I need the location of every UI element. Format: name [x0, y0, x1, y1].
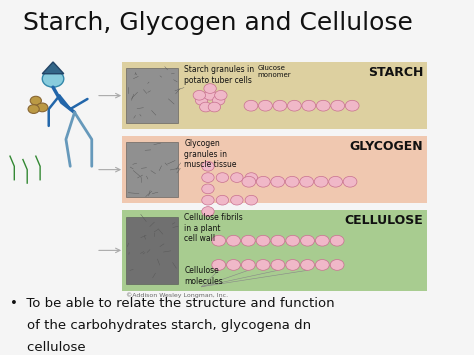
Circle shape [330, 260, 344, 270]
Text: •  To be able to relate the structure and function: • To be able to relate the structure and… [10, 297, 335, 311]
Circle shape [256, 260, 270, 270]
Text: STARCH: STARCH [368, 66, 423, 79]
Circle shape [42, 70, 64, 87]
Circle shape [30, 96, 41, 105]
Text: of the carbohydrates starch, glycogena dn: of the carbohydrates starch, glycogena d… [10, 320, 311, 332]
Circle shape [227, 260, 240, 270]
Circle shape [343, 176, 357, 187]
Circle shape [328, 176, 343, 187]
Text: cellulose: cellulose [10, 341, 86, 354]
Circle shape [216, 195, 228, 205]
Circle shape [202, 173, 214, 182]
Circle shape [212, 260, 226, 270]
Text: Starch, Glycogen and Cellulose: Starch, Glycogen and Cellulose [23, 11, 413, 36]
Circle shape [208, 102, 220, 112]
Circle shape [212, 95, 225, 105]
Circle shape [202, 207, 214, 216]
Circle shape [241, 260, 255, 270]
Circle shape [331, 100, 345, 111]
Circle shape [242, 176, 255, 187]
Circle shape [202, 184, 214, 194]
Circle shape [256, 176, 270, 187]
Text: GLYCOGEN: GLYCOGEN [349, 140, 423, 153]
Bar [122, 62, 428, 129]
Circle shape [315, 260, 329, 270]
Circle shape [314, 176, 328, 187]
Bar [126, 217, 178, 284]
Circle shape [286, 260, 300, 270]
Circle shape [271, 260, 285, 270]
Text: Glucose
monomer: Glucose monomer [257, 65, 291, 78]
Circle shape [256, 235, 270, 246]
Circle shape [244, 100, 258, 111]
Circle shape [315, 235, 329, 246]
Circle shape [285, 176, 299, 187]
Text: Cellulose
molecules: Cellulose molecules [184, 266, 223, 286]
Circle shape [231, 195, 243, 205]
Text: Cellulose fibrils
in a plant
cell wall: Cellulose fibrils in a plant cell wall [184, 213, 243, 243]
Circle shape [202, 195, 214, 205]
Circle shape [202, 162, 214, 171]
Bar [122, 136, 428, 203]
Circle shape [204, 91, 216, 100]
Bar [126, 142, 178, 197]
Circle shape [316, 100, 330, 111]
Circle shape [302, 100, 316, 111]
Bar [122, 210, 428, 291]
Circle shape [345, 100, 359, 111]
Circle shape [301, 235, 314, 246]
Circle shape [300, 176, 313, 187]
Circle shape [200, 102, 212, 112]
Text: ©Addison Wesley Longman, Inc.: ©Addison Wesley Longman, Inc. [126, 293, 228, 298]
Circle shape [245, 173, 257, 182]
Circle shape [245, 195, 257, 205]
Circle shape [195, 95, 208, 105]
Circle shape [28, 105, 39, 114]
Circle shape [330, 235, 344, 246]
Circle shape [286, 235, 300, 246]
Circle shape [215, 91, 227, 100]
Circle shape [273, 100, 287, 111]
Circle shape [193, 91, 206, 100]
Text: CELLULOSE: CELLULOSE [345, 214, 423, 227]
Circle shape [271, 235, 285, 246]
Circle shape [301, 260, 314, 270]
Circle shape [287, 100, 301, 111]
Circle shape [216, 173, 228, 182]
Polygon shape [42, 62, 64, 74]
Circle shape [258, 100, 273, 111]
Text: Glycogen
granules in
muscle tissue: Glycogen granules in muscle tissue [184, 140, 237, 169]
Circle shape [231, 173, 243, 182]
Circle shape [227, 235, 240, 246]
Circle shape [36, 103, 48, 112]
Circle shape [204, 84, 216, 93]
Text: Starch granules in
potato tuber cells: Starch granules in potato tuber cells [184, 65, 255, 85]
Circle shape [271, 176, 284, 187]
Circle shape [241, 235, 255, 246]
Bar [126, 68, 178, 123]
Circle shape [212, 235, 226, 246]
